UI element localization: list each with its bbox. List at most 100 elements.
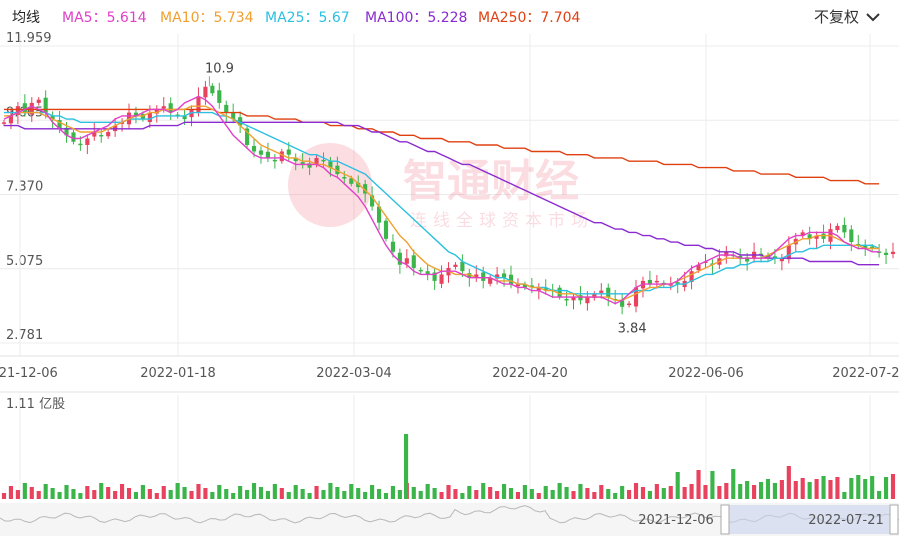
adjust-label: 不复权 xyxy=(813,8,859,26)
volume-bar xyxy=(620,486,625,499)
volume-bar xyxy=(390,486,396,499)
volume-bar xyxy=(314,486,319,499)
candle-body xyxy=(745,257,750,262)
volume-bar xyxy=(786,466,791,499)
candle-body xyxy=(418,269,423,272)
volume-bar xyxy=(501,484,507,499)
candle-body xyxy=(293,157,298,162)
x-tick-label: 2022-01-18 xyxy=(140,366,216,381)
candle-body xyxy=(779,258,784,262)
candle-body xyxy=(675,282,680,285)
volume-bar xyxy=(8,486,14,499)
volume-bar xyxy=(210,492,215,499)
navigator-handle-left[interactable] xyxy=(720,504,730,535)
volume-bar xyxy=(342,491,347,499)
volume-bar xyxy=(564,487,569,499)
navigator-handle-right[interactable] xyxy=(889,504,899,535)
candle-body xyxy=(877,251,882,253)
candle-body xyxy=(501,273,507,278)
volume-bar xyxy=(460,493,465,499)
volume-bar xyxy=(106,487,111,499)
candle-body xyxy=(814,235,819,239)
x-tick-label: 2022-03-04 xyxy=(316,366,392,381)
legend-ma25: MA25：5.67 xyxy=(265,10,350,26)
volume-bar xyxy=(349,484,354,499)
candle-body xyxy=(182,115,187,120)
candle-body xyxy=(356,182,361,188)
volume-bar xyxy=(22,483,27,499)
volume-bar xyxy=(599,485,604,499)
volume-bar xyxy=(99,483,104,499)
candle-body xyxy=(627,303,632,306)
volume-bar xyxy=(85,486,90,499)
candle-body xyxy=(161,106,166,109)
volume-bar xyxy=(356,488,361,499)
candle-body xyxy=(106,132,111,137)
volume-bar xyxy=(321,490,326,499)
volume-bar xyxy=(689,484,694,499)
candle-body xyxy=(842,224,847,233)
y-tick-label: 11.959 xyxy=(6,31,52,46)
volume-bar xyxy=(126,488,132,499)
volume-bar xyxy=(397,490,402,499)
candle-body xyxy=(238,117,243,126)
legend-ma100: MA100：5.228 xyxy=(365,10,468,26)
volume-bar xyxy=(849,478,854,499)
adjust-dropdown[interactable]: 不复权 xyxy=(814,6,881,27)
x-tick-label: 2022-04-20 xyxy=(492,366,568,381)
candle-body xyxy=(376,206,382,223)
volume-bar xyxy=(738,484,743,499)
volume-axis-label: 1.11 亿股 xyxy=(6,397,65,412)
volume-bar xyxy=(196,484,201,499)
candle-body xyxy=(286,149,291,155)
ma25-line xyxy=(4,111,880,295)
volume-bar xyxy=(779,480,784,499)
volume-bar xyxy=(272,484,277,499)
candle-body xyxy=(432,272,437,281)
candle-body xyxy=(168,103,173,113)
candle-body xyxy=(36,99,41,103)
candle-body xyxy=(439,274,444,284)
volume-bar xyxy=(300,489,305,499)
candle-body xyxy=(258,150,264,155)
candle-body xyxy=(765,255,771,259)
candle-body xyxy=(321,159,326,162)
volume-bar xyxy=(640,487,646,499)
candle-body xyxy=(99,134,104,137)
volume-bar xyxy=(474,490,479,499)
candle-body xyxy=(231,112,236,120)
candle-body xyxy=(78,143,83,146)
candle-body xyxy=(564,299,569,301)
volume-bar xyxy=(515,492,521,499)
volume-bar xyxy=(203,488,208,499)
volume-bar xyxy=(828,480,833,499)
candle-body xyxy=(724,251,729,257)
candle-body xyxy=(474,274,479,278)
volume-bar xyxy=(238,486,243,499)
volume-bar xyxy=(231,493,236,499)
candle-body xyxy=(738,255,743,259)
candle-body xyxy=(890,251,896,255)
candle-body xyxy=(633,287,639,307)
volume-bar xyxy=(258,487,264,499)
candle-body xyxy=(883,252,889,256)
candle-body xyxy=(133,112,139,116)
candle-body xyxy=(251,145,257,152)
volume-bar xyxy=(800,478,805,499)
volume-bar xyxy=(752,485,757,499)
volume-bar xyxy=(453,489,458,499)
candle-body xyxy=(85,138,90,145)
candle-body xyxy=(383,220,389,239)
candle-body xyxy=(272,159,277,162)
volume-bar xyxy=(654,484,659,499)
volume-bar xyxy=(536,493,541,499)
candle-body xyxy=(467,273,472,278)
candle-body xyxy=(57,120,62,129)
x-tick-label: 2021-12-06 xyxy=(0,366,58,381)
candle-body xyxy=(488,277,493,284)
navigator-window[interactable] xyxy=(728,505,894,534)
volume-bar xyxy=(856,475,861,499)
candle-body xyxy=(557,287,562,298)
